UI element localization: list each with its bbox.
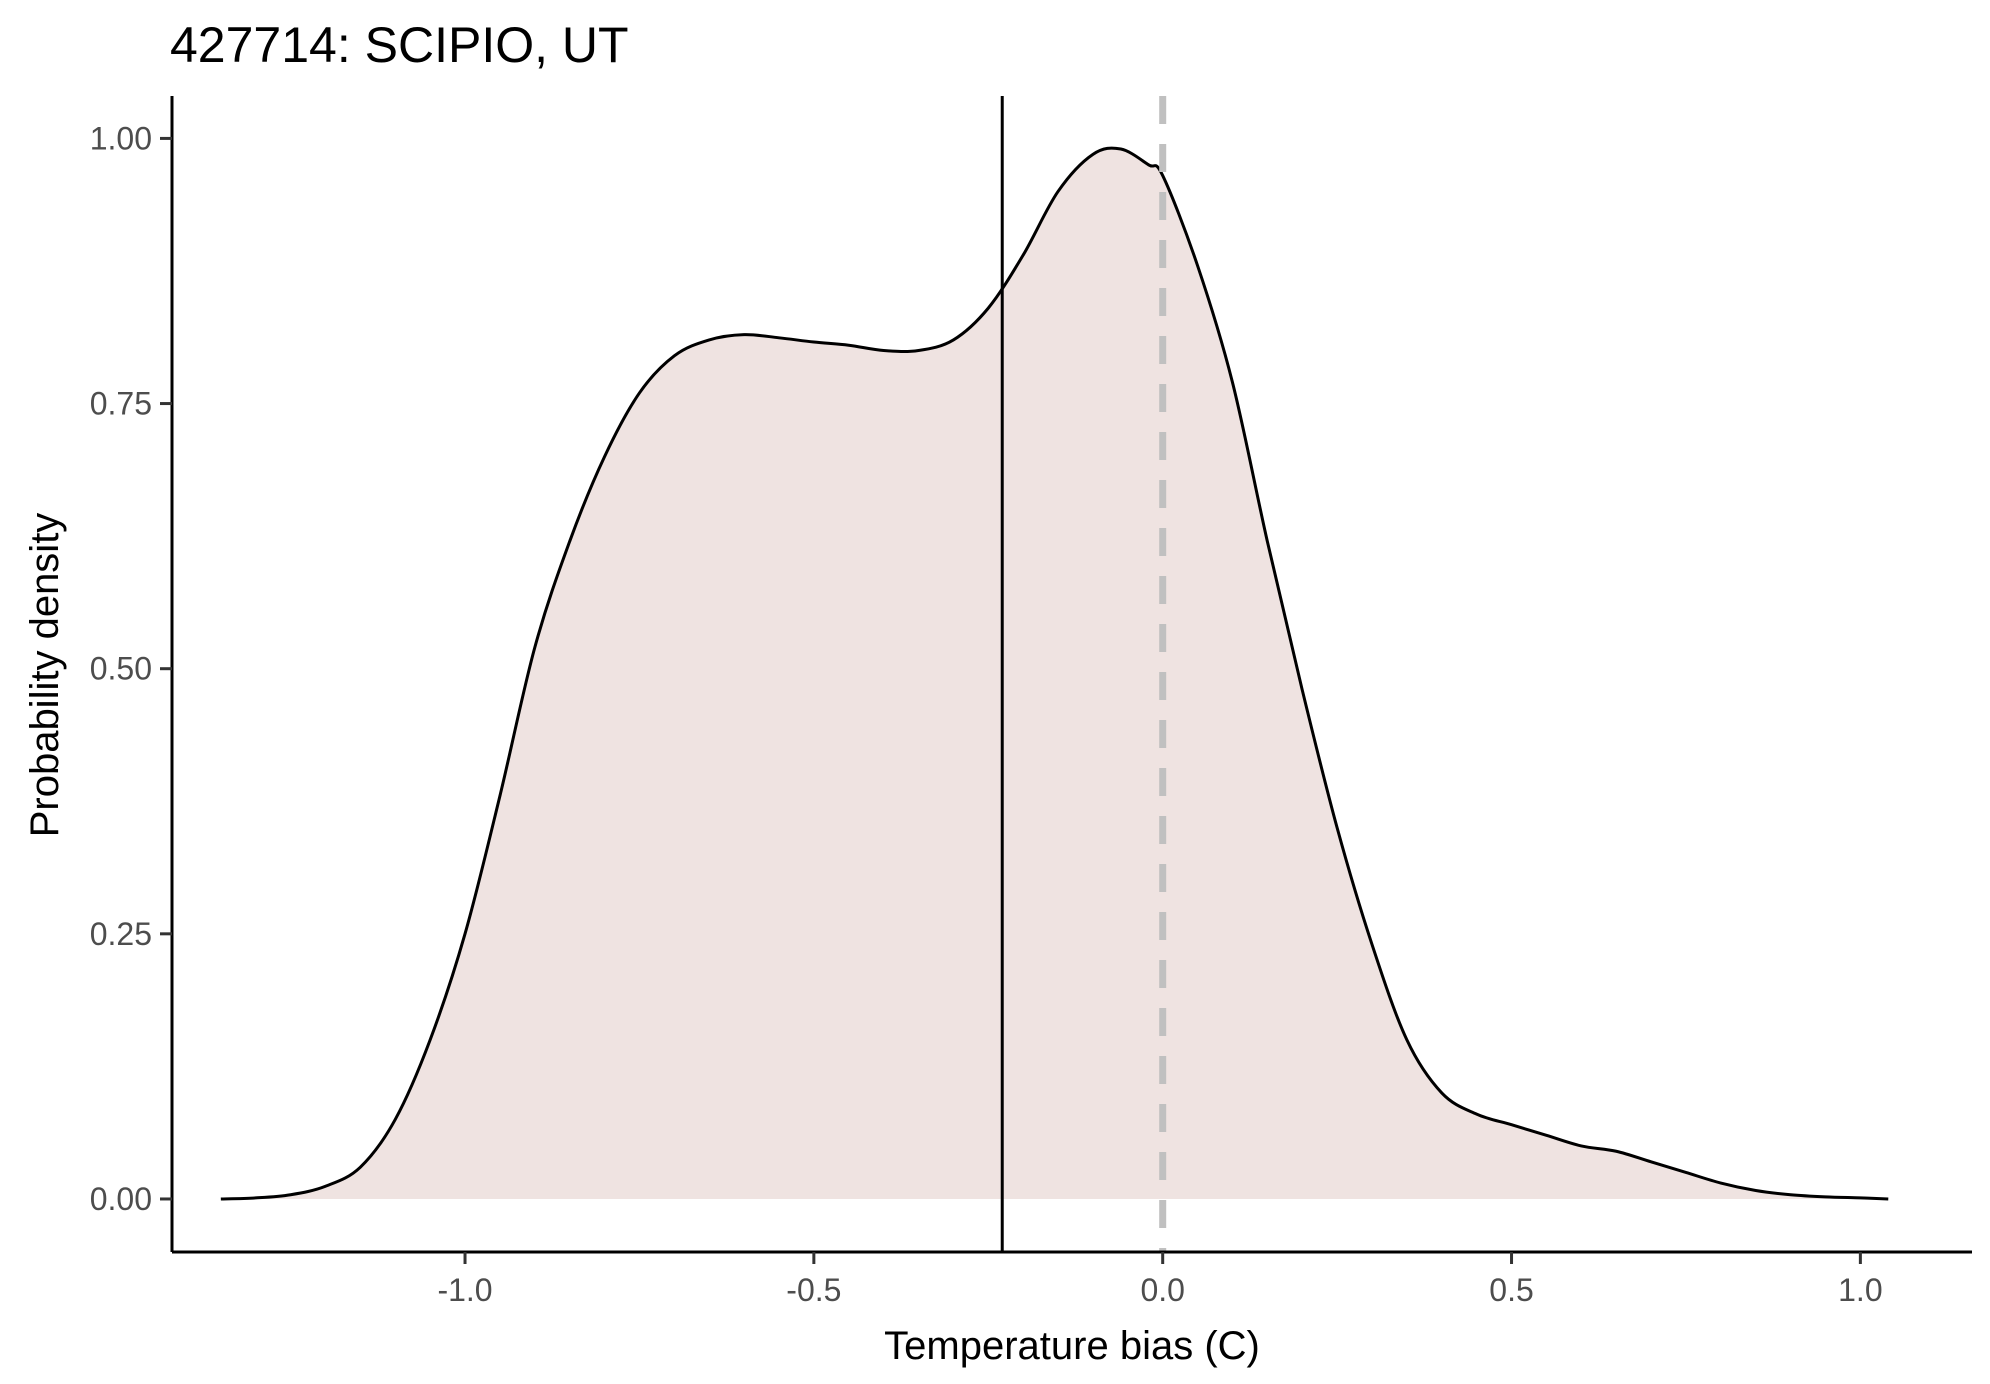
x-axis: -1.0 -0.5 0.0 0.5 1.0 [172,1250,1972,1308]
y-tick-label: 1.00 [90,120,152,156]
y-tick-label: 0.00 [90,1181,152,1217]
x-axis-label: Temperature bias (C) [884,1324,1260,1368]
y-tick-label: 0.50 [90,651,152,687]
plot-area [220,96,1889,1252]
y-axis: 0.00 0.25 0.50 0.75 1.00 [90,96,174,1252]
density-area [220,148,1889,1199]
y-tick-label: 0.25 [90,916,152,952]
x-tick-label: 0.0 [1140,1272,1184,1308]
x-tick-label: -1.0 [437,1272,492,1308]
x-tick-label: 1.0 [1838,1272,1882,1308]
x-tick-label: -0.5 [786,1272,841,1308]
chart-title: 427714: SCIPIO, UT [170,17,629,73]
density-curve [220,146,1889,1201]
y-axis-label: Probability density [23,513,67,838]
y-tick-label: 0.75 [90,386,152,422]
x-tick-label: 0.5 [1489,1272,1533,1308]
